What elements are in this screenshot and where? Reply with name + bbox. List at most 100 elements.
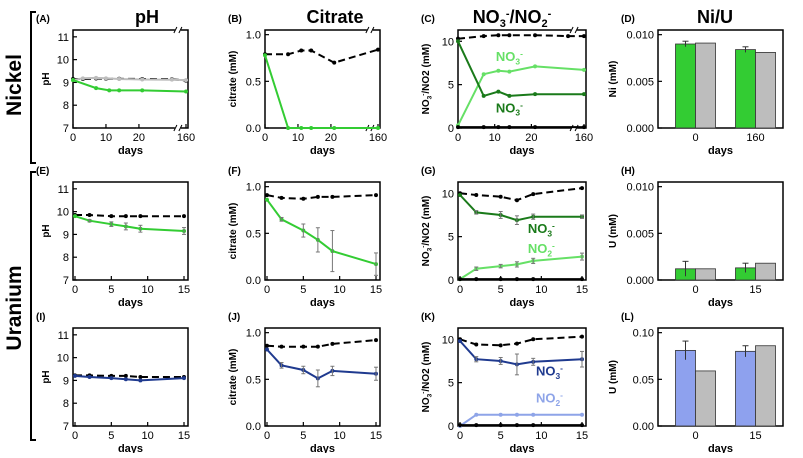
panel-c-point-dark-4 (533, 92, 538, 97)
panel-g-point-dark-0 (458, 193, 462, 198)
panel-h-bar-control-0 (695, 268, 716, 281)
panel-k-ylabel-sup: - (421, 392, 428, 394)
panel-j-line-treatment (266, 348, 377, 380)
panel-g-point-baseline-2 (498, 277, 503, 282)
panel-k-point-light-4 (531, 412, 536, 417)
panel-b-letter: (B) (228, 14, 242, 25)
panel-c-point-baseline-3 (507, 125, 512, 130)
panel-b-point-treatment-5 (376, 126, 380, 130)
panel-k-annotation-0-main: NO (536, 364, 556, 379)
panel-g-annotation-0-sup: - (552, 221, 555, 231)
panel-j-point-control-3 (315, 344, 320, 349)
panel-f-point-control-4 (330, 194, 335, 199)
panel-c-point-baseline-1 (481, 125, 486, 130)
panel-k-annotation-0-sub: 3 (555, 371, 560, 381)
panel-c-annotation-0-main: NO (496, 49, 516, 64)
panel-f-ylabel: citrate (mM) (228, 203, 239, 260)
panel-i-ytick-label-2: 9 (63, 375, 69, 387)
panel-d-bar-treatment-0 (675, 43, 696, 129)
panel-a-ytick-label-2: 9 (63, 77, 69, 89)
panel-l-bar-control-1 (755, 345, 776, 427)
panel-b-frame (264, 29, 381, 129)
panel-h-frame (657, 181, 784, 281)
panel-f-point-control-3 (315, 194, 320, 199)
panel-k-point-control-2 (498, 343, 503, 348)
panel-d-frame (657, 29, 784, 129)
panel-a-xtick-label-3: 160 (177, 132, 195, 144)
panel-k-annotation-0-sup: - (560, 363, 563, 373)
panel-f-point-control-5 (374, 193, 378, 198)
panel-c-ylabel: NO3-/NO2 (mM) (421, 44, 434, 115)
panel-g-point-control-3 (514, 198, 519, 203)
col-title-no3-sub: 3 (500, 18, 506, 30)
panel-g-ylabel-sub: 3 (427, 247, 434, 251)
panel-j-point-control-1 (279, 344, 284, 349)
panel-i-xtick-label-2: 10 (142, 430, 154, 442)
col-title-no3-sup: - (506, 8, 510, 20)
panel-a-point-gray-5 (140, 77, 145, 82)
panel-c-ylabel-sub: 3 (427, 95, 434, 99)
panel-g-point-baseline-4 (531, 277, 536, 282)
panel-g-annotation-1-main: NO (528, 241, 548, 256)
panel-k-annotation-1-sup: - (560, 390, 563, 400)
panel-j-frame (264, 327, 381, 427)
panel-l-letter: (L) (621, 312, 634, 323)
panel-b-xtick-label-2: 20 (325, 132, 337, 144)
panel-a-break-a-1 (173, 124, 178, 132)
panel-c-annotation-1-sup: - (520, 100, 523, 110)
panel-b-point-treatment-3 (309, 126, 314, 130)
panel-k-letter: (K) (421, 312, 435, 323)
panel-k-xtick-label-3: 15 (576, 430, 588, 442)
panel-g-line-dark (459, 194, 582, 222)
panel-c-annotation-0-sub: 3 (515, 56, 520, 66)
panel-l-ytick-label-1: 0.05 (633, 374, 654, 386)
panel-a-ytick-label-0: 7 (63, 123, 69, 135)
panel-e-ytick-label-4: 11 (58, 184, 69, 196)
panel-g-line-light (459, 255, 583, 280)
panel-l-frame (657, 327, 784, 427)
panel-c-xtick-label-3: 160 (575, 132, 593, 144)
panel-c-point-light-3 (507, 69, 512, 74)
panel-g-xtick-label-1: 5 (498, 284, 504, 296)
panel-k-xtick-label-1: 5 (498, 430, 504, 442)
panel-e-ytick-label-2: 9 (63, 229, 69, 241)
panel-k-line-control (459, 335, 583, 347)
panel-f-point-control-1 (279, 195, 284, 200)
panel-a-point-gray-3 (103, 76, 108, 81)
panel-b-point-control-3 (309, 48, 314, 53)
panel-b-xlabel: days (310, 145, 335, 157)
panel-j-xtick-label-0: 0 (264, 430, 270, 442)
panel-b-point-control-4 (332, 60, 337, 65)
panel-a-ytick-label-3: 10 (57, 55, 69, 67)
panel-g-annotation-0: NO3- (528, 221, 555, 239)
panel-e-xtick-label-1: 5 (108, 284, 114, 296)
panel-j-letter: (J) (228, 312, 240, 323)
panel-k-ylabel-sub: 3 (427, 393, 434, 397)
panel-e-ytick-label-1: 8 (63, 252, 69, 264)
panel-d-ylabel: Ni (mM) (608, 61, 619, 98)
panel-c-point-baseline-2 (496, 125, 501, 130)
panel-l-xtick-label-0: 0 (692, 430, 698, 442)
panel-b-break-gap-0 (366, 27, 373, 33)
panel-c-break-gap-0 (571, 27, 578, 33)
panel-i-ytick-label-0: 7 (63, 421, 69, 433)
panel-e-point-control-1 (87, 213, 92, 218)
panel-i-point-control-4 (138, 375, 143, 379)
panel-g-xtick-label-3: 15 (576, 284, 588, 296)
panel-e-point-treatment-0 (73, 214, 77, 219)
panel-g-xtick-label-0: 0 (457, 284, 463, 296)
panel-a-point-gray-2 (94, 75, 99, 80)
panel-c-point-light-1 (481, 72, 486, 77)
panel-c-point-baseline-4 (533, 125, 538, 130)
panel-a-line-treatment (72, 79, 187, 93)
panel-d-ytick-label-0: 0.000 (626, 123, 654, 135)
panel-k-annotation-1-sub: 2 (555, 398, 560, 408)
panel-g-ytick-label-0: 0 (448, 275, 454, 287)
panel-i-point-treatment-5 (182, 376, 186, 381)
panel-k-point-baseline-1 (474, 423, 479, 428)
col-title-no3-main: NO (473, 7, 500, 27)
panel-c-annotation-1-main: NO (496, 100, 516, 115)
panel-k-point-control-4 (531, 337, 536, 342)
panel-c-ytick-label-1: 5 (448, 80, 454, 92)
